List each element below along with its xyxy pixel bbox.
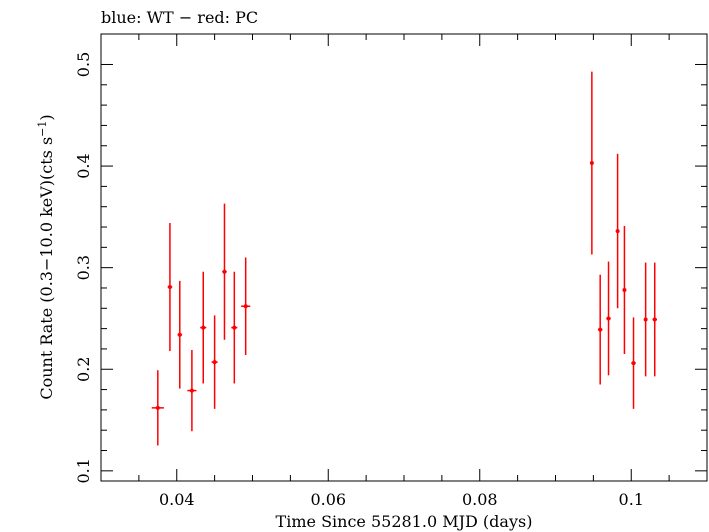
x-tick-label: 0.08 (462, 490, 498, 509)
data-marker (177, 332, 182, 337)
data-marker (615, 229, 620, 234)
data-point (151, 370, 164, 446)
y-axis-label-sup: −1 (36, 121, 49, 137)
data-marker (212, 360, 217, 365)
y-tick-label: 0.4 (74, 153, 93, 178)
x-tick-label: 0.06 (310, 490, 346, 509)
data-marker (606, 316, 611, 321)
data-point (167, 222, 173, 351)
y-axis-ticks: 0.1 0.2 0.3 0.4 0.5 (74, 52, 707, 484)
data-point (606, 261, 611, 376)
data-marker (201, 325, 206, 330)
data-marker (589, 161, 594, 166)
y-tick-label: 0.3 (74, 255, 93, 280)
data-marker (222, 269, 227, 274)
data-point (187, 349, 197, 432)
data-point (177, 280, 183, 389)
data-point (643, 262, 648, 377)
data-point (589, 71, 594, 255)
data-marker (622, 288, 627, 293)
data-points (151, 71, 658, 446)
x-tick-label: 0.04 (159, 490, 195, 509)
data-point (231, 271, 238, 384)
data-marker (631, 361, 636, 366)
data-marker (643, 317, 648, 322)
data-marker (232, 325, 237, 330)
data-point (622, 226, 627, 355)
data-marker (652, 317, 657, 322)
y-tick-label: 0.1 (74, 458, 93, 483)
data-point (222, 203, 227, 340)
data-point (200, 271, 207, 384)
data-marker (167, 284, 172, 289)
chart-title: blue: WT − red: PC (101, 8, 258, 27)
data-point (211, 315, 218, 409)
x-axis-label: Time Since 55281.0 MJD (days) (276, 512, 533, 531)
y-axis-label: Count Rate (0.3−10.0 keV)(cts s−1) (36, 114, 56, 399)
y-tick-label: 0.5 (74, 52, 93, 77)
data-marker (155, 405, 160, 410)
data-point (241, 257, 251, 356)
y-axis-label-close: ) (37, 114, 56, 120)
y-axis-label-main: Count Rate (0.3−10.0 keV)(cts s (37, 137, 56, 400)
data-point (631, 317, 636, 409)
data-marker (598, 327, 603, 332)
x-axis-ticks: 0.04 0.06 0.08 0.1 (138, 34, 670, 509)
data-point (652, 262, 658, 377)
x-tick-label: 0.1 (619, 490, 644, 509)
y-tick-label: 0.2 (74, 357, 93, 382)
data-point (615, 153, 620, 309)
data-point (597, 274, 603, 385)
data-marker (243, 304, 248, 309)
data-marker (189, 388, 194, 393)
